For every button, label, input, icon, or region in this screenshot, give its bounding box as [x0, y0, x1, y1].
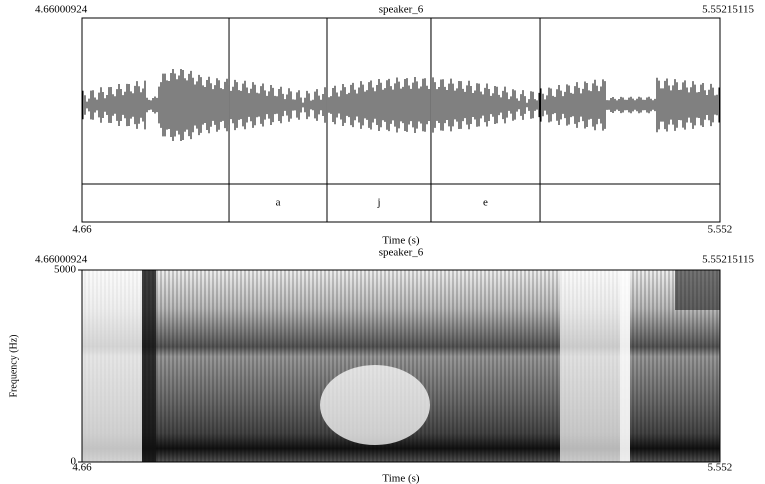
x-axis-label: Time (s) [382, 473, 420, 484]
waveform [82, 69, 720, 141]
x-axis-label: Time (s) [382, 235, 420, 247]
x-tick-label: 4.66 [72, 224, 92, 236]
interval-label: a [276, 197, 281, 209]
x-tick-label: 5.552 [708, 462, 733, 474]
end-time-label: 5.55215115 [702, 254, 754, 266]
waveform-title: speaker_6 [379, 4, 424, 16]
end-time-label: 5.55215115 [702, 4, 754, 16]
x-tick-label: 4.66 [72, 462, 92, 474]
y-tick-label: 0 [71, 456, 77, 468]
y-axis-label: Frequency (Hz) [8, 334, 19, 397]
y-tick-label: 5000 [54, 264, 77, 276]
spectrogram-title: speaker_6 [379, 247, 424, 259]
start-time-label: 4.66000924 [35, 4, 88, 16]
spectrogram-frame [81, 269, 721, 463]
interval-label: e [483, 197, 488, 209]
interval-label: j [376, 197, 380, 209]
start-time-label: 4.66000924 [35, 254, 88, 266]
spectrogram-image [82, 270, 720, 462]
waveform-frame [81, 17, 721, 223]
x-tick-label: 5.552 [708, 224, 733, 236]
